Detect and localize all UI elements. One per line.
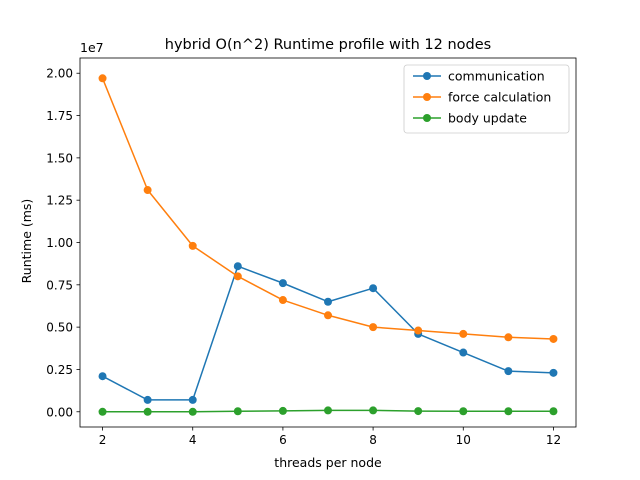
legend-marker <box>423 114 431 122</box>
data-point <box>188 395 197 404</box>
y-tick-label: 1.25 <box>46 194 73 208</box>
data-point <box>459 407 468 416</box>
series-force-calculation <box>98 74 558 343</box>
legend-frame <box>403 64 570 134</box>
data-point <box>233 262 242 271</box>
data-point <box>504 333 513 342</box>
y-axis-offset-label: 1e7 <box>80 40 104 55</box>
x-tick-label: 4 <box>189 433 197 447</box>
x-axis-label: threads per node <box>274 455 382 470</box>
legend: communication force calculation body updat… <box>403 64 570 134</box>
y-tick-label: 1.50 <box>46 151 73 165</box>
x-tick-label: 10 <box>456 433 471 447</box>
x-tick-label: 6 <box>279 433 287 447</box>
data-point <box>188 407 197 416</box>
data-point <box>98 74 107 83</box>
data-point <box>549 334 558 343</box>
data-point <box>414 407 423 416</box>
data-point <box>459 329 468 338</box>
chart-title: hybrid O(n^2) Runtime profile with 12 no… <box>165 37 491 53</box>
data-point <box>549 407 558 416</box>
data-point <box>324 406 332 415</box>
data-point <box>278 296 287 305</box>
x-tick-label: 8 <box>369 433 377 447</box>
data-point <box>143 186 152 195</box>
x-tick-label: 2 <box>99 433 107 447</box>
y-tick-label: 2.00 <box>46 67 73 81</box>
legend-label: force calculation <box>448 90 551 105</box>
data-point <box>233 407 242 416</box>
data-point <box>504 367 513 376</box>
legend-marker <box>423 93 431 101</box>
data-point <box>98 372 107 381</box>
y-axis-label: Runtime (ms) <box>19 199 34 284</box>
data-point <box>504 407 513 416</box>
data-point <box>549 368 558 377</box>
data-point <box>324 297 332 306</box>
data-point <box>369 284 378 293</box>
data-point <box>414 326 423 335</box>
data-point <box>278 406 287 415</box>
data-point <box>98 407 107 416</box>
y-tick-label: 0.50 <box>46 321 73 335</box>
x-tick-label: 12 <box>546 433 561 447</box>
y-tick-label: 0.00 <box>46 405 73 419</box>
y-tick-label: 1.00 <box>46 236 73 250</box>
data-point <box>143 395 152 404</box>
series-body-update <box>98 406 558 416</box>
legend-label: communication <box>448 69 545 84</box>
data-point <box>369 323 378 332</box>
data-point <box>459 348 468 357</box>
data-point <box>143 407 152 416</box>
data-point <box>324 311 332 320</box>
legend-marker <box>423 72 431 80</box>
y-tick-label: 0.25 <box>46 363 73 377</box>
y-tick-label: 0.75 <box>46 278 73 292</box>
data-point <box>278 279 287 288</box>
data-point <box>233 272 242 281</box>
data-point <box>369 406 378 415</box>
data-point <box>188 241 197 250</box>
legend-label: body update <box>448 111 527 126</box>
axes: 2 4 6 8 10 12 0.00 0.25 0.50 0.75 1.00 1.25 1.50 1.75… <box>46 57 577 447</box>
y-tick-label: 1.75 <box>46 109 73 123</box>
plot-area <box>98 74 558 416</box>
series-communication <box>98 262 558 404</box>
